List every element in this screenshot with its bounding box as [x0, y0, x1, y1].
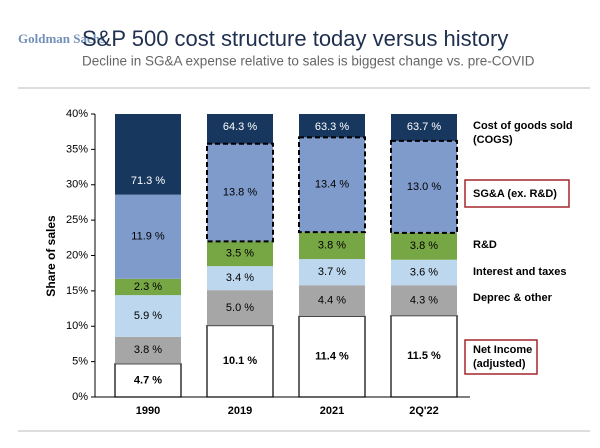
y-tick-label: 5% [72, 356, 88, 368]
y-tick-label: 40% [66, 108, 88, 120]
value-label: 11.4 % [315, 351, 349, 363]
bar-segment [207, 241, 273, 267]
value-label: 3.7 % [318, 266, 346, 278]
bar-segment [299, 114, 365, 138]
y-tick-label: 15% [66, 285, 88, 297]
bar-segment [207, 143, 273, 242]
value-label: 11.9 % [131, 231, 165, 243]
highlight-box [298, 136, 366, 234]
value-label: 64.3 % [223, 121, 257, 133]
value-label: 5.9 % [134, 310, 162, 322]
x-tick-label: 2Q'22 [409, 405, 439, 417]
legend-label: Interest and taxes [473, 266, 567, 278]
chart-title: S&P 500 cost structure today versus hist… [82, 26, 508, 51]
highlight-box [390, 139, 458, 234]
value-label: 3.6 % [410, 266, 438, 278]
value-label: 2.3 % [134, 281, 162, 293]
legend-label: SG&A (ex. R&D) [473, 188, 557, 200]
bar-segment [391, 140, 457, 233]
legend-box [464, 179, 570, 208]
plot-area [114, 114, 458, 398]
value-label: 63.7 % [407, 121, 441, 133]
bar-segment [115, 114, 181, 195]
bar-segment [115, 194, 181, 279]
value-label: 13.4 % [315, 179, 349, 191]
x-tick-label: 2019 [228, 405, 252, 417]
value-label: 71.3 % [131, 175, 165, 187]
bar-segment [390, 315, 458, 398]
bar-segment [391, 114, 457, 141]
y-tick-label: 0% [72, 391, 88, 403]
legend-label: Net Income (adjusted) [473, 344, 532, 370]
value-label: 4.3 % [410, 294, 438, 306]
value-label: 11.5 % [407, 350, 441, 362]
bar-segment [299, 232, 365, 260]
value-label: 13.0 % [407, 181, 441, 193]
value-label: 4.4 % [318, 295, 346, 307]
value-label: 3.8 % [134, 344, 162, 356]
bar-segment [207, 266, 273, 291]
value-label: 3.8 % [318, 240, 346, 252]
y-tick-label: 10% [66, 320, 88, 332]
bar-segment [206, 324, 274, 398]
chart-subtitle: Decline in SG&A expense relative to sale… [82, 54, 535, 69]
bar-segment [115, 295, 181, 337]
value-label: 3.8 % [410, 240, 438, 252]
bar-segment [391, 285, 457, 316]
legend-label: R&D [473, 239, 497, 251]
value-label: 5.0 % [226, 302, 254, 314]
bar-segment [391, 232, 457, 260]
bar-segment [114, 363, 182, 398]
y-axis-label: Share of sales [44, 215, 58, 297]
bar-segment [299, 285, 365, 317]
y-tick-label: 30% [66, 179, 88, 191]
legend-box [464, 339, 538, 375]
value-label: 3.5 % [226, 248, 254, 260]
legend-label: Deprec & other [473, 292, 553, 304]
bar-segment [299, 137, 365, 233]
bar-segment [207, 114, 273, 144]
y-tick-label: 35% [66, 143, 88, 155]
brand-logo: Goldman Sachs [18, 31, 105, 46]
bar-segment [391, 259, 457, 286]
bar-segment [115, 336, 181, 364]
x-tick-label: 2021 [320, 405, 344, 417]
y-tick-label: 20% [66, 249, 88, 261]
bar-segment [115, 278, 181, 296]
x-tick-label: 1990 [136, 405, 160, 417]
value-label: 10.1 % [223, 355, 257, 367]
value-label: 63.3 % [315, 121, 349, 133]
value-label: 4.7 % [134, 374, 162, 386]
highlight-box [206, 142, 274, 243]
value-label: 13.8 % [223, 186, 257, 198]
bar-segment [207, 290, 273, 326]
bar-segment [299, 259, 365, 286]
value-label: 3.4 % [226, 272, 254, 284]
y-tick-label: 25% [66, 214, 88, 226]
legend-label: Cost of goods sold (COGS) [473, 120, 573, 146]
